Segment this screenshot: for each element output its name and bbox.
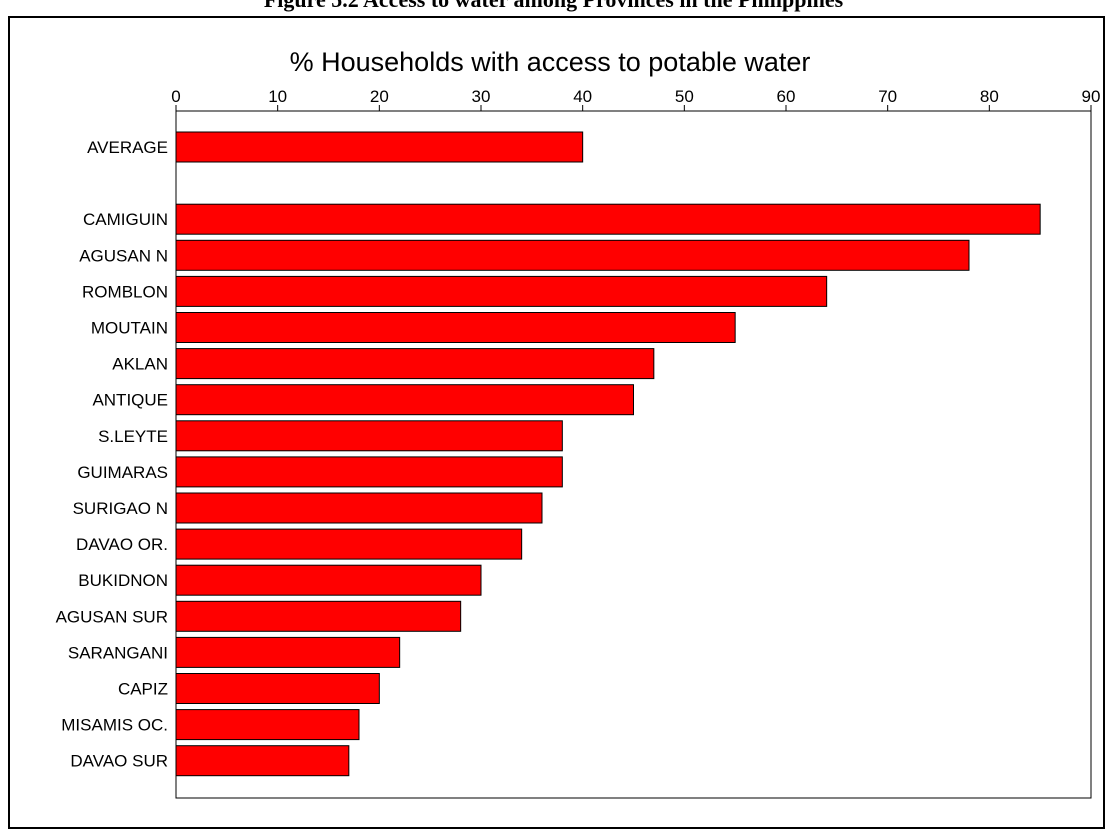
bar <box>175 420 563 452</box>
x-tick-label: 20 <box>370 87 389 106</box>
y-category-label: AGUSAN N <box>79 246 168 265</box>
x-tick-label: 70 <box>878 87 897 106</box>
y-category-label: AGUSAN SUR <box>56 607 168 626</box>
bar <box>175 312 736 343</box>
bar <box>175 600 462 632</box>
bar <box>175 673 380 704</box>
bar <box>175 384 634 416</box>
bar-chart: % Households with access to potable wate… <box>56 47 1100 799</box>
y-axis-labels: AVERAGE CAMIGUIN AGUSAN N ROMBLON MOUTAIN AKL… <box>56 138 168 771</box>
bar <box>175 203 1041 235</box>
bar <box>175 348 655 380</box>
y-category-label: CAMIGUIN <box>83 210 168 229</box>
chart-frame: % Households with access to potable wate… <box>8 16 1105 829</box>
bar <box>175 131 584 163</box>
x-tick-label: 80 <box>980 87 999 106</box>
bar <box>175 745 350 777</box>
bar <box>175 492 543 524</box>
y-category-label: AKLAN <box>112 355 168 374</box>
x-tick-label: 30 <box>472 87 491 106</box>
bar <box>175 275 828 307</box>
y-category-label: ANTIQUE <box>92 391 168 410</box>
y-category-label: DAVAO OR. <box>76 535 168 554</box>
bars <box>175 131 1041 777</box>
bar <box>175 636 401 668</box>
y-category-label: ROMBLON <box>82 282 168 301</box>
y-category-label: MOUTAIN <box>91 319 168 338</box>
x-tick-label: 10 <box>268 87 287 106</box>
figure-caption: Figure 5.2 Access to water among Provinc… <box>0 0 1107 13</box>
x-tick-label: 60 <box>777 87 796 106</box>
plot-area <box>175 110 1092 799</box>
x-tick-label: 50 <box>675 87 694 106</box>
bar <box>175 709 360 741</box>
x-axis: 0 10 20 30 40 50 60 70 80 90 <box>171 87 1100 111</box>
bar <box>175 239 970 271</box>
bar <box>175 528 523 560</box>
y-category-label: SARANGANI <box>68 643 168 662</box>
bar <box>175 456 563 488</box>
y-category-label: S.LEYTE <box>98 427 168 446</box>
x-tick-label: 0 <box>171 87 180 106</box>
y-category-label: GUIMARAS <box>77 463 168 482</box>
x-tick-label: 90 <box>1082 87 1101 106</box>
y-category-label: SURIGAO N <box>73 499 168 518</box>
y-category-label: AVERAGE <box>87 138 168 157</box>
y-category-label: CAPIZ <box>118 680 168 699</box>
chart-title: % Households with access to potable wate… <box>290 47 811 77</box>
x-tick-label: 40 <box>573 87 592 106</box>
y-category-label: DAVAO SUR <box>70 752 168 771</box>
y-category-label: BUKIDNON <box>78 571 168 590</box>
y-category-label: MISAMIS OC. <box>61 716 168 735</box>
bar <box>175 564 482 596</box>
